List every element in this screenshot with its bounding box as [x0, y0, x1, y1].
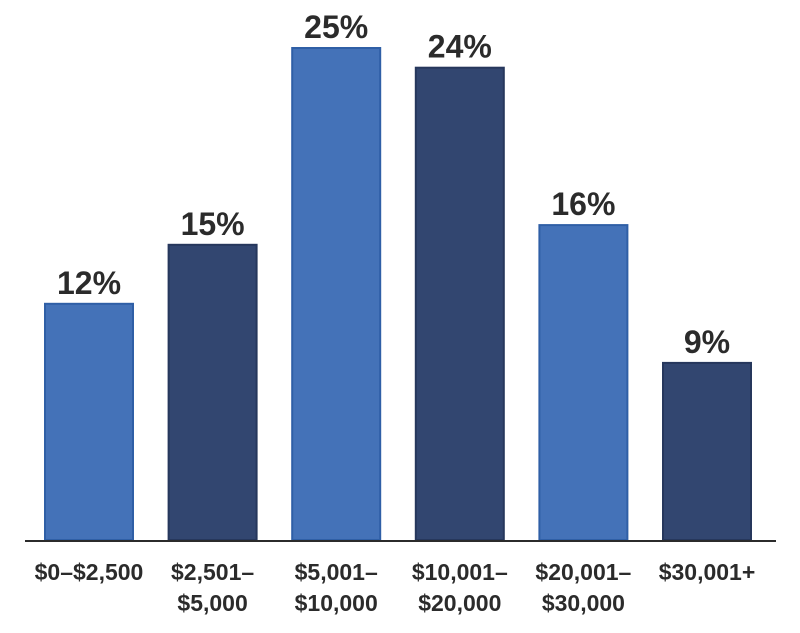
value-label-2: 25%	[304, 9, 368, 45]
value-label-4: 16%	[551, 186, 615, 222]
value-labels-group: 12% 15% 25% 24% 16% 9%	[57, 9, 730, 360]
value-label-1: 15%	[181, 206, 245, 242]
tick-label-2: $5,001– $10,000	[295, 559, 378, 616]
tick-label-5: $30,001+	[659, 559, 756, 585]
tick-label-4: $20,001– $30,000	[535, 559, 631, 616]
bar-3	[414, 66, 505, 541]
tick-label-0: $0–$2,500	[35, 559, 144, 585]
value-label-5: 9%	[684, 324, 730, 360]
value-label-0: 12%	[57, 265, 121, 301]
value-label-3: 24%	[428, 29, 492, 65]
tick-label-1: $2,501– $5,000	[171, 559, 254, 616]
bar-0	[44, 302, 134, 541]
bar-2	[291, 47, 382, 541]
bars-group	[44, 47, 752, 542]
bar-1	[167, 243, 258, 542]
tick-labels-group: $0–$2,500 $2,501– $5,000 $5,001– $10,000 $10,…	[35, 559, 756, 616]
bar-4	[538, 224, 629, 541]
bar-5	[662, 361, 752, 541]
tick-label-3: $10,001– $20,000	[412, 559, 508, 616]
